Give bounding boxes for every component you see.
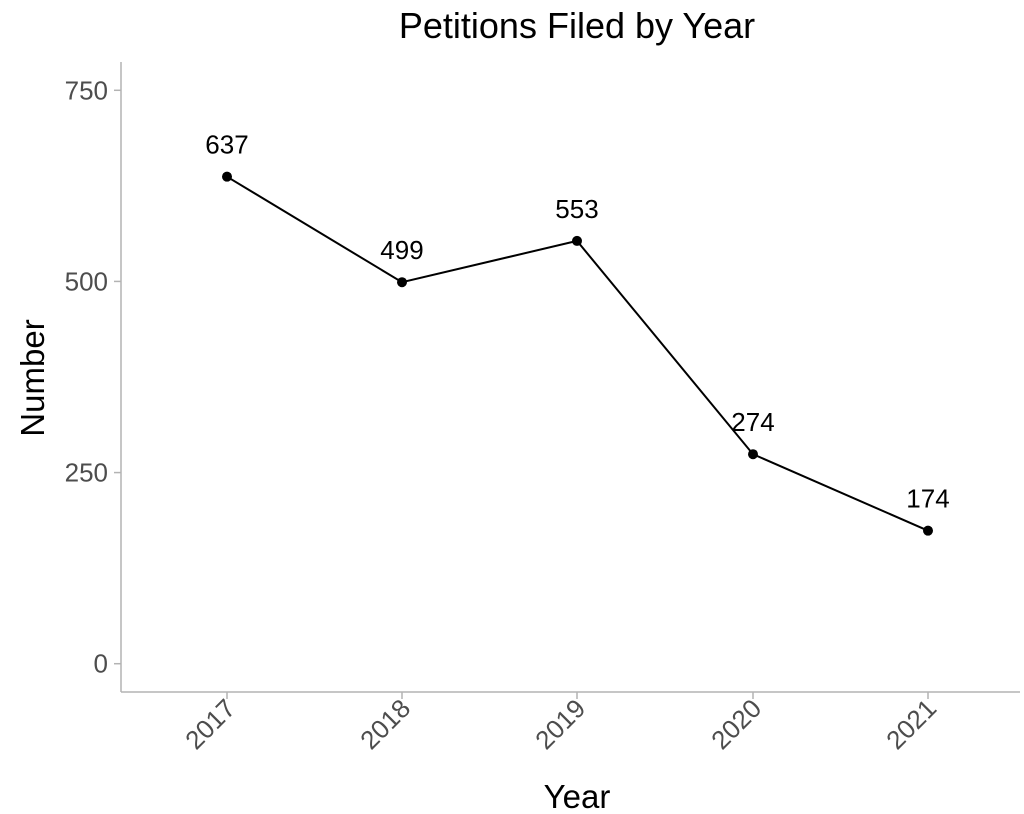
- chart-title: Petitions Filed by Year: [399, 5, 755, 46]
- x-tick-label: 2017: [179, 693, 241, 755]
- plot-area: 0 250 500 750 2017 2018 2019 2020 2021 637 499 553 2…: [65, 62, 1020, 755]
- x-axis-title: Year: [544, 778, 611, 814]
- data-label: 274: [731, 407, 774, 437]
- y-tick-label: 0: [94, 649, 108, 679]
- data-point: [748, 449, 758, 460]
- x-tick-label: 2021: [880, 693, 942, 755]
- data-label: 174: [906, 484, 949, 514]
- y-tick-label: 750: [65, 75, 108, 105]
- data-label: 637: [205, 130, 248, 160]
- y-axis-title: Number: [14, 319, 51, 436]
- y-tick-label: 250: [65, 458, 108, 488]
- data-point: [923, 525, 933, 536]
- x-tick-label: 2018: [354, 693, 416, 755]
- data-point: [397, 277, 407, 288]
- data-label: 499: [380, 235, 423, 265]
- data-label: 553: [555, 194, 598, 224]
- series-line: [226, 175, 929, 532]
- y-tick-label: 500: [65, 266, 108, 296]
- data-point: [222, 171, 232, 182]
- x-tick-label: 2019: [529, 693, 591, 755]
- data-point: [572, 235, 582, 246]
- x-tick-label: 2020: [705, 693, 767, 755]
